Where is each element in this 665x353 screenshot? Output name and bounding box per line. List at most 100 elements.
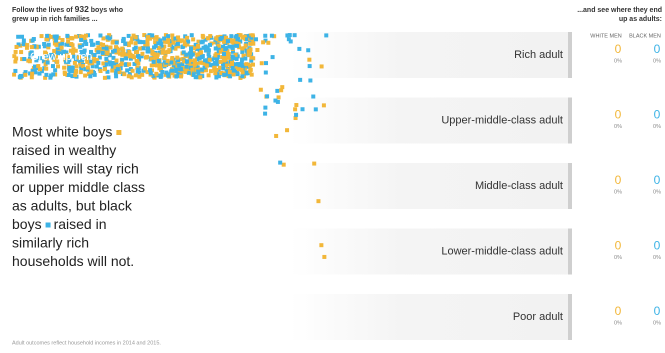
dot bbox=[85, 59, 90, 64]
dot bbox=[68, 48, 73, 53]
dot bbox=[190, 67, 195, 72]
dot bbox=[156, 41, 161, 46]
dot bbox=[125, 68, 130, 73]
dot bbox=[162, 44, 167, 49]
dot bbox=[100, 50, 105, 55]
black-pct: 0% bbox=[653, 320, 661, 326]
dot bbox=[162, 36, 167, 41]
dot bbox=[108, 45, 113, 50]
dot bbox=[96, 50, 101, 55]
dot bbox=[233, 52, 238, 57]
dot bbox=[166, 73, 171, 78]
dot bbox=[145, 46, 150, 51]
row-label: Lower-middle-class adult bbox=[441, 245, 563, 257]
dot bbox=[188, 63, 193, 68]
header-right-2: up as adults: bbox=[619, 16, 662, 23]
dot bbox=[165, 49, 170, 54]
dot bbox=[132, 47, 137, 52]
black-count: 0 bbox=[654, 108, 661, 122]
dot bbox=[272, 34, 277, 39]
dot bbox=[152, 52, 157, 57]
dot bbox=[63, 57, 68, 62]
dot bbox=[208, 34, 213, 39]
dot bbox=[242, 46, 247, 51]
dot bbox=[182, 42, 187, 47]
dot bbox=[226, 39, 231, 44]
dot bbox=[117, 70, 122, 75]
dot bbox=[176, 71, 181, 76]
dot bbox=[248, 63, 253, 68]
dot bbox=[216, 43, 221, 48]
dot bbox=[143, 43, 148, 48]
dot bbox=[53, 68, 58, 73]
dot bbox=[263, 111, 268, 116]
row-label: Poor adult bbox=[513, 311, 563, 323]
dot bbox=[231, 55, 236, 60]
dot bbox=[174, 74, 179, 79]
row-label: Rich adult bbox=[514, 49, 563, 61]
white-pct: 0% bbox=[614, 255, 622, 261]
dot bbox=[43, 75, 48, 80]
dot bbox=[230, 65, 235, 70]
dot bbox=[27, 59, 32, 64]
dot bbox=[116, 63, 121, 68]
dot bbox=[70, 74, 75, 79]
dot bbox=[33, 70, 38, 75]
black-pct: 0% bbox=[653, 58, 661, 64]
dot bbox=[45, 33, 50, 38]
dot bbox=[167, 43, 172, 48]
dot bbox=[183, 68, 188, 73]
dot bbox=[23, 72, 28, 77]
dot bbox=[156, 73, 161, 78]
dot bbox=[263, 105, 268, 110]
dot bbox=[191, 37, 196, 42]
header-count: 932 bbox=[75, 4, 89, 14]
dot bbox=[221, 52, 226, 57]
dot bbox=[224, 35, 229, 40]
dot bbox=[149, 63, 154, 68]
dot bbox=[269, 33, 274, 38]
dot bbox=[177, 63, 182, 68]
dot bbox=[69, 42, 74, 47]
dot bbox=[129, 75, 134, 80]
dot bbox=[170, 33, 175, 38]
dot bbox=[107, 60, 112, 65]
dot bbox=[223, 57, 228, 62]
column-header: BLACK MEN bbox=[629, 33, 661, 39]
dot bbox=[265, 94, 270, 99]
dot bbox=[13, 49, 18, 54]
dot bbox=[145, 70, 150, 75]
dot bbox=[276, 95, 281, 100]
dot bbox=[190, 52, 195, 57]
dot bbox=[220, 62, 225, 67]
dot bbox=[201, 60, 206, 65]
dot bbox=[189, 33, 194, 38]
dot bbox=[43, 62, 48, 67]
dot bbox=[193, 42, 198, 47]
dot bbox=[21, 38, 26, 43]
dot bbox=[156, 58, 161, 63]
dot bbox=[198, 75, 203, 80]
dot bbox=[179, 38, 184, 43]
dot bbox=[16, 42, 21, 47]
dot bbox=[97, 55, 102, 60]
dot bbox=[275, 88, 280, 93]
dot bbox=[74, 64, 79, 69]
dot bbox=[171, 40, 176, 45]
dot bbox=[186, 70, 191, 75]
dot bbox=[107, 53, 112, 58]
dot bbox=[24, 45, 29, 50]
dot bbox=[311, 94, 316, 99]
dot bbox=[83, 33, 88, 38]
dot bbox=[170, 57, 175, 62]
dot bbox=[208, 69, 213, 74]
dot bbox=[224, 54, 229, 59]
dot bbox=[292, 33, 297, 38]
dot bbox=[293, 116, 298, 121]
dot bbox=[67, 67, 72, 72]
dot bbox=[162, 55, 167, 60]
dot bbox=[157, 50, 162, 55]
dot bbox=[234, 56, 239, 61]
dot bbox=[114, 74, 119, 79]
dot bbox=[220, 48, 225, 53]
